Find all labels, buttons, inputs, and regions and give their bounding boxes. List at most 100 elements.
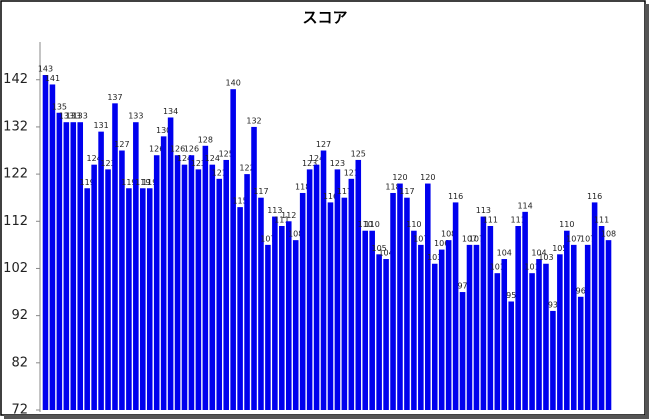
chart-title: スコア: [302, 9, 347, 27]
bar: [42, 75, 49, 411]
value-label: 106: [434, 239, 449, 248]
bar: [348, 178, 355, 410]
bar: [605, 240, 612, 410]
bar: [459, 292, 466, 410]
bar: [84, 188, 90, 410]
bar: [376, 254, 382, 410]
value-label: 123: [100, 159, 115, 168]
value-label: 111: [594, 216, 609, 225]
value-label: 133: [66, 112, 81, 121]
bar: [543, 263, 549, 410]
value-label: 119: [142, 178, 157, 187]
value-label: 111: [511, 216, 526, 225]
value-label: 133: [59, 112, 74, 121]
bar: [230, 89, 236, 410]
y-tick-label: 142: [3, 72, 28, 87]
bar: [160, 136, 167, 410]
bar: [536, 259, 542, 410]
value-label: 119: [135, 178, 150, 187]
value-label: 118: [295, 182, 310, 191]
value-label: 117: [337, 187, 352, 196]
bar: [480, 216, 487, 410]
bar: [529, 273, 535, 410]
value-label: 121: [212, 168, 227, 177]
bar: [223, 159, 229, 410]
bar: [285, 221, 292, 410]
value-label: 110: [365, 220, 380, 229]
value-label: 111: [483, 216, 498, 225]
value-label: 110: [406, 220, 421, 229]
bar: [56, 112, 63, 411]
value-label: 127: [114, 140, 129, 149]
value-label: 118: [385, 182, 400, 191]
value-label: 137: [107, 93, 122, 102]
bar: [306, 169, 313, 410]
value-label: 108: [441, 230, 456, 239]
bar: [369, 230, 375, 410]
value-label: 128: [198, 135, 213, 144]
bar: [522, 211, 528, 410]
value-label: 112: [281, 211, 296, 220]
bar: [508, 301, 514, 410]
bar: [77, 122, 84, 410]
value-label: 119: [121, 178, 136, 187]
bar: [292, 240, 299, 410]
value-label: 123: [330, 159, 345, 168]
value-label: 104: [531, 249, 546, 258]
bar: [146, 188, 153, 410]
value-label: 134: [163, 107, 178, 116]
value-label: 132: [246, 116, 261, 125]
bar: [153, 155, 160, 410]
value-label: 117: [399, 187, 414, 196]
bar: [452, 202, 459, 410]
value-label: 117: [253, 187, 268, 196]
bar: [494, 273, 501, 410]
bar: [418, 244, 424, 410]
value-label: 133: [73, 112, 88, 121]
frame-shadow: [4, 415, 649, 419]
bar: [70, 122, 77, 410]
value-label: 104: [378, 249, 393, 258]
value-label: 126: [149, 145, 164, 154]
value-label: 120: [392, 173, 407, 182]
bar: [355, 159, 362, 410]
value-label: 108: [288, 230, 303, 239]
bar: [91, 164, 97, 410]
bar: [313, 164, 320, 410]
value-label: 116: [323, 192, 338, 201]
value-label: 105: [552, 244, 567, 253]
bar: [557, 254, 563, 410]
bar: [341, 197, 348, 410]
y-tick-label: 92: [11, 308, 28, 323]
bar: [438, 249, 445, 410]
bar: [334, 169, 341, 410]
y-tick-label: 102: [3, 261, 28, 276]
bar: [167, 117, 174, 410]
bar: [362, 230, 369, 410]
value-label: 126: [184, 145, 199, 154]
bar: [105, 169, 111, 410]
bar: [431, 263, 438, 410]
bar: [390, 192, 396, 410]
value-label: 123: [191, 159, 206, 168]
value-label: 127: [316, 140, 331, 149]
bar: [265, 244, 271, 410]
bar: [411, 230, 417, 410]
value-label: 125: [219, 149, 234, 158]
value-label: 125: [351, 149, 366, 158]
value-label: 107: [260, 234, 275, 243]
y-tick-label: 132: [3, 119, 28, 134]
value-label: 107: [469, 234, 484, 243]
value-label: 120: [420, 173, 435, 182]
bar: [570, 244, 577, 410]
value-label: 116: [448, 192, 463, 201]
value-label: 101: [490, 263, 505, 272]
bar: [577, 296, 584, 410]
bar: [501, 259, 508, 410]
bar: [397, 183, 403, 410]
value-label: 110: [559, 220, 574, 229]
bar: [425, 183, 431, 410]
value-label: 113: [267, 206, 282, 215]
value-label: 130: [156, 126, 171, 135]
